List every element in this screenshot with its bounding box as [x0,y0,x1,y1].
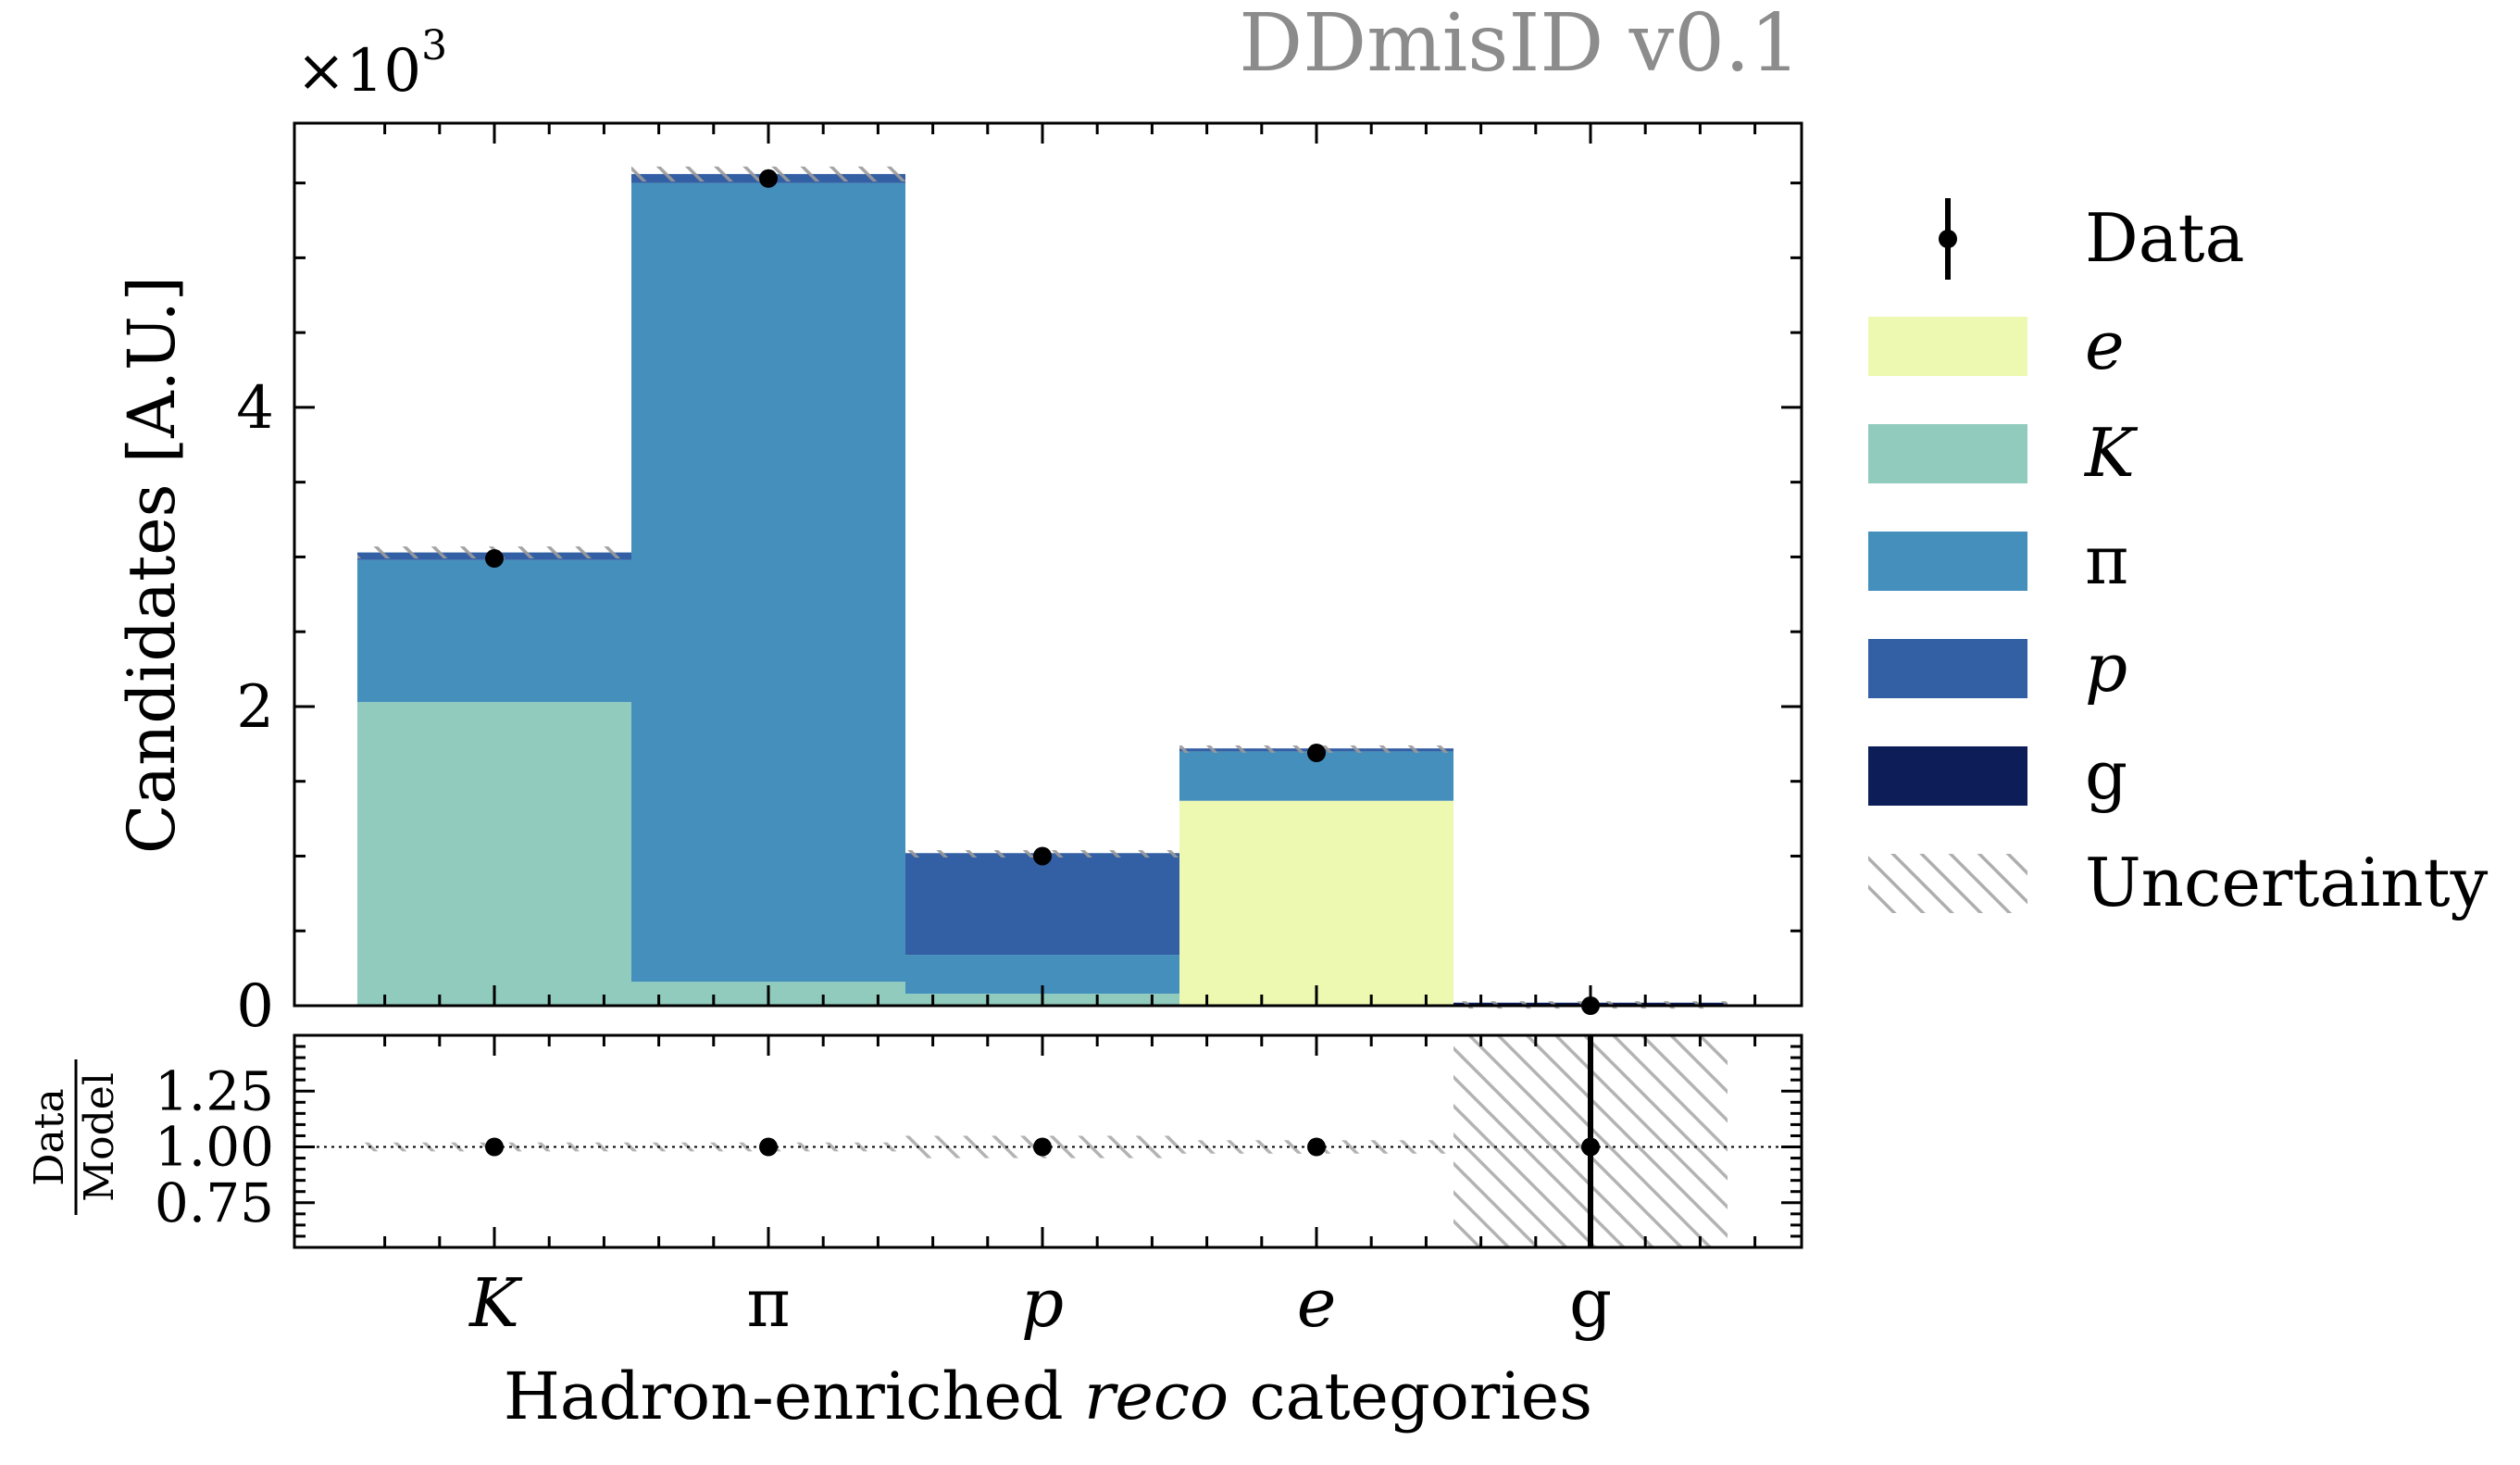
legend-label-5: g [2085,736,2127,814]
legend-label-2: K [2083,414,2139,492]
ratio-y-tick-label: 1.00 [155,1116,274,1179]
ratio-y-denominator: Model [76,1072,123,1202]
main-y-tick-label: 0 [236,972,274,1041]
bar-e-3 [1179,800,1453,1006]
ratio-point-2 [1033,1137,1052,1157]
ratio-point-3 [1307,1137,1326,1157]
ratio-y-numerator: Data [26,1088,73,1185]
y-axis-label: Candidates [A.U.] [114,276,190,854]
bar-K-0 [357,702,631,1006]
main-plot: 0 2 4 [236,121,1803,1041]
main-y-tick-label: 2 [236,673,274,742]
legend-swatch-4 [1868,639,2027,698]
x-tick-label-0: K [468,1264,523,1342]
legend-swatch-5 [1868,746,2027,806]
ratio-y-tick-label: 1.25 [155,1059,274,1122]
data-point-2 [1033,846,1052,866]
watermark: DDmisID v0.1 [1239,0,1801,90]
ratio-point-0 [485,1137,504,1157]
legend-label-3: π [2085,521,2128,599]
legend-label-6: Uncertainty [2085,844,2489,921]
legend-data-marker [1939,230,1957,248]
ratio-plot: 0.751.001.25 [155,1033,1803,1249]
x-tick-label-2: p [1021,1264,1064,1342]
data-point-0 [485,549,504,569]
ratio-y-tick-label: 0.75 [155,1171,274,1234]
data-point-1 [759,169,778,188]
legend-swatch-3 [1868,532,2027,591]
y-multiplier: ×103 [296,22,447,106]
bar-p-2 [905,853,1179,956]
legend-swatch-uncertainty [1868,854,2027,913]
ratio-point-4 [1581,1137,1600,1157]
main-plot-frame [293,121,1803,1008]
x-tick-label-4: g [1569,1264,1612,1342]
legend-label-4: p [2085,629,2127,707]
ratio-point-1 [759,1137,778,1157]
bar-π-0 [357,559,631,703]
data-point-3 [1307,744,1326,763]
x-tick-label-1: π [746,1264,790,1342]
legend-swatch-2 [1868,424,2027,483]
main-y-tick-label: 4 [236,374,274,443]
legend-label-0: Data [2085,199,2245,277]
legend-swatch-1 [1868,317,2027,376]
x-axis-label: Hadron-enriched reco categories [504,1359,1592,1434]
x-tick-label-3: e [1297,1264,1337,1342]
ratio-plot-frame [293,1033,1803,1249]
ratio-y-axis-label: Data Model [26,1059,123,1215]
legend-label-1: e [2085,307,2125,384]
bar-π-1 [631,182,905,983]
